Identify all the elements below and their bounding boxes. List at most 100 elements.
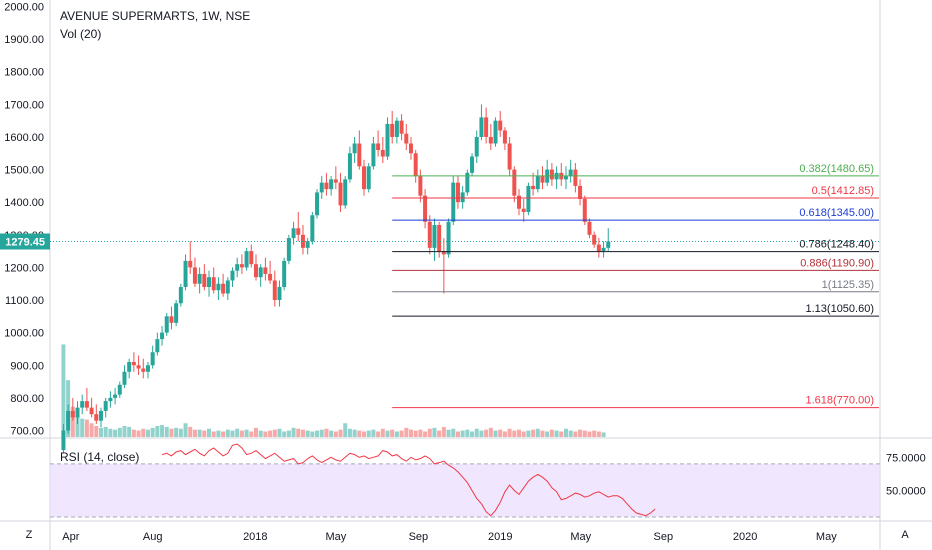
candle-body xyxy=(113,394,118,398)
volume-bar xyxy=(300,429,305,437)
volume-bar xyxy=(286,430,291,437)
volume-bar xyxy=(526,430,531,437)
candle-body xyxy=(169,316,174,323)
candle-body xyxy=(376,143,381,151)
candle-body xyxy=(239,264,244,268)
candle-body xyxy=(512,169,517,196)
candle-body xyxy=(216,283,221,291)
volume-bar xyxy=(545,431,550,437)
candle-body xyxy=(249,251,254,265)
candle-body xyxy=(460,192,465,203)
candle-body xyxy=(465,172,470,193)
timezone-button[interactable]: Z xyxy=(25,529,33,541)
candle-body xyxy=(329,179,334,190)
rsi-line xyxy=(161,443,656,517)
fib-level-label: 1(1125.35) xyxy=(822,279,874,291)
candle-body xyxy=(563,176,568,180)
candle-body xyxy=(413,153,418,177)
volume-bar xyxy=(563,428,568,437)
volume-bar xyxy=(592,430,597,437)
candle-body xyxy=(66,410,71,431)
volume-bar xyxy=(451,428,456,437)
candle-body xyxy=(188,260,193,268)
volume-bar xyxy=(380,428,385,437)
candle-body xyxy=(145,365,150,372)
volume-bar xyxy=(432,427,437,437)
candle-body xyxy=(127,361,132,372)
volume-bar xyxy=(272,429,277,437)
price-tick-label: 700.00 xyxy=(10,425,44,437)
volume-bar xyxy=(164,426,169,437)
candle-body xyxy=(540,176,545,183)
volume-bar xyxy=(192,429,197,437)
candle-body xyxy=(380,150,385,157)
candle-body xyxy=(549,169,554,180)
candle-body xyxy=(507,143,512,170)
candle-body xyxy=(455,182,460,203)
volume-bar xyxy=(174,427,179,437)
fib-level-label: 0.382(1480.65) xyxy=(799,163,874,175)
rsi-band xyxy=(50,463,880,518)
volume-bar xyxy=(418,429,423,437)
volume-bar xyxy=(84,419,89,437)
volume-bar xyxy=(291,427,296,437)
candle-body xyxy=(573,169,578,186)
volume-bar xyxy=(512,430,517,437)
candle-body xyxy=(362,166,367,190)
volume-bar xyxy=(484,429,489,437)
candle-body xyxy=(221,283,226,294)
fib-level-label: 0.786(1248.40) xyxy=(799,239,874,251)
candle-body xyxy=(263,267,268,274)
price-tick-label: 1500.00 xyxy=(4,165,44,177)
candle-body xyxy=(235,264,240,271)
candle-body xyxy=(225,280,230,294)
candle-body xyxy=(282,260,287,287)
volume-bar xyxy=(488,427,493,437)
volume-bar xyxy=(352,429,357,437)
fib-level-label: 1.618(770.00) xyxy=(806,395,875,407)
rsi-legend[interactable]: RSI (14, close) xyxy=(60,450,140,464)
volume-bar xyxy=(249,431,254,437)
volume-bar xyxy=(315,430,320,437)
volume-bar xyxy=(141,428,146,437)
volume-bar xyxy=(554,430,559,437)
candle-body xyxy=(404,133,409,144)
volume-bar xyxy=(207,428,212,437)
candle-body xyxy=(244,251,249,268)
volume-bar xyxy=(549,429,554,437)
volume-bar xyxy=(108,428,113,437)
volume-bar xyxy=(263,431,268,437)
symbol-title[interactable]: AVENUE SUPERMARTS, 1W, NSE xyxy=(60,9,251,23)
candle-body xyxy=(253,264,258,278)
candle-body xyxy=(178,286,183,304)
volume-bar xyxy=(211,431,216,437)
candle-body xyxy=(155,339,160,353)
candle-body xyxy=(578,185,583,199)
price-tick-label: 1700.00 xyxy=(4,99,44,111)
candle-body xyxy=(394,120,399,137)
price-tick-label: 1000.00 xyxy=(4,328,44,340)
volume-bar xyxy=(310,431,315,437)
candle-body xyxy=(61,430,66,451)
auto-scale-button[interactable]: A xyxy=(901,529,909,541)
candle-body xyxy=(202,273,207,287)
volume-bar xyxy=(559,431,564,437)
volume-bar xyxy=(268,430,273,437)
volume-legend[interactable]: Vol (20) xyxy=(60,27,102,41)
rsi-tick-label: 75.0000 xyxy=(886,452,926,464)
price-tick-label: 2000.00 xyxy=(4,2,44,14)
rsi-tick-label: 50.0000 xyxy=(886,485,926,497)
candle-body xyxy=(451,182,456,222)
volume-bar xyxy=(357,430,362,437)
volume-bar xyxy=(319,429,324,437)
candle-body xyxy=(164,316,169,333)
candle-body xyxy=(606,241,611,248)
volume-bar xyxy=(390,429,395,437)
volume-bar xyxy=(343,423,348,437)
volume-bar xyxy=(470,431,475,437)
volume-bar xyxy=(131,429,136,437)
candle-body xyxy=(596,244,601,252)
